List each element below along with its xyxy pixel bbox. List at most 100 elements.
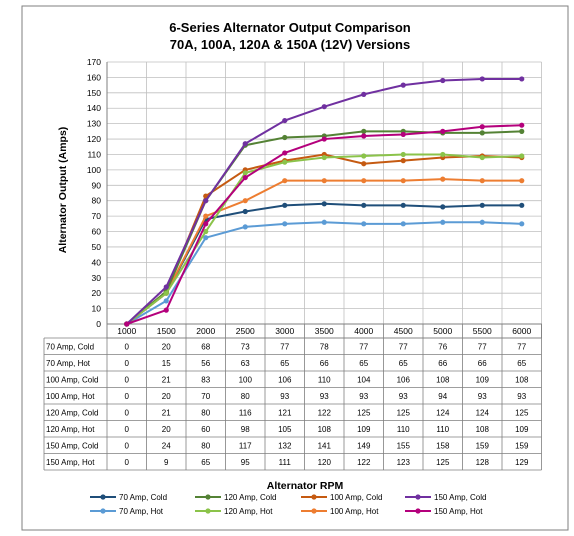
data-point [519,153,525,159]
data-point [203,228,209,235]
data-point [479,202,485,208]
data-point [400,202,406,208]
table-cell: 123 [397,458,411,467]
data-point [479,130,485,136]
table-cell: 122 [357,458,371,467]
y-tick-label: 80 [92,196,102,206]
table-cell: 110 [397,425,410,434]
data-point [519,202,525,208]
legend-item: 150 Amp, Hot [405,507,483,516]
table-cell: 108 [318,425,332,434]
table-cell: 122 [318,409,332,418]
table-cell: 108 [476,425,490,434]
series-100-amp-hot [124,176,525,327]
table-cell: 128 [476,458,490,467]
y-tick-label: 110 [87,149,101,159]
x-tick-label: 2000 [196,326,215,336]
table-cell: 20 [162,343,171,352]
table-cell: 0 [125,442,130,451]
x-tick-label: 1500 [157,326,176,336]
table-cell: 129 [515,458,529,467]
table-cell: 73 [241,343,250,352]
data-point [440,128,446,134]
table-cell: 100 [239,376,253,385]
legend-marker [415,494,421,500]
data-point [479,76,485,82]
x-tick-label: 4000 [354,326,373,336]
table-cell: 0 [125,359,130,368]
table-cell: 111 [279,458,292,467]
table-cell: 65 [399,359,408,368]
data-point [361,128,367,134]
table-cell: 77 [517,343,526,352]
legend-item: 150 Amp, Cold [405,493,486,502]
table-row-label: 150 Amp, Hot [46,458,95,467]
table-cell: 93 [517,392,526,401]
table-cell: 77 [478,343,487,352]
chart-border [21,5,569,531]
table-cell: 125 [436,458,450,467]
chart-title-line2: 70A, 100A, 120A & 150A (12V) Versions [170,37,410,52]
table-cell: 109 [515,425,529,434]
table-cell: 109 [357,425,371,434]
data-point [282,178,288,184]
data-point [282,159,288,165]
data-point [321,104,327,110]
table-cell: 65 [517,359,526,368]
data-point [282,117,288,124]
table-cell: 93 [320,392,329,401]
table-cell: 108 [436,376,450,385]
table-cell: 0 [125,409,130,418]
table-cell: 21 [162,409,171,418]
y-tick-label: 40 [92,257,102,267]
table-cell: 20 [162,425,171,434]
x-tick-label: 5000 [433,326,452,336]
legend-marker [415,508,421,514]
table-cell: 77 [359,343,368,352]
table-cell: 65 [280,359,289,368]
table-cell: 93 [280,392,289,401]
data-point [440,151,446,158]
table-cell: 65 [201,458,210,467]
data-point [321,136,327,142]
table-cell: 93 [399,392,408,401]
data-point [440,204,446,210]
table-cell: 120 [318,458,332,467]
table-cell: 63 [241,359,250,368]
data-point [321,178,327,184]
series-lines [124,76,525,327]
y-tick-label: 160 [87,72,101,82]
table-cell: 98 [241,425,250,434]
table-cell: 124 [436,409,450,418]
legend-marker [100,508,106,514]
table-cell: 155 [397,442,411,451]
legend-label: 100 Amp, Cold [330,493,382,502]
table-row-label: 150 Amp, Cold [46,442,98,451]
table-cell: 158 [436,442,450,451]
y-tick-label: 10 [92,304,102,314]
data-point [400,221,406,227]
y-tick-label: 90 [92,180,102,190]
data-point [124,321,130,327]
data-point [440,77,446,84]
data-point [282,150,288,156]
chart-title-line1: 6-Series Alternator Output Comparison [169,20,411,35]
data-point [163,307,169,313]
table-cell: 77 [280,343,289,352]
legend-label: 150 Amp, Hot [434,507,483,516]
data-point [400,151,406,158]
table-cell: 68 [201,343,210,352]
y-tick-label: 70 [92,211,102,221]
y-tick-label: 60 [92,227,102,237]
data-point [242,170,248,176]
table-cell: 9 [164,458,169,467]
x-tick-label: 2500 [236,326,255,336]
table-cell: 149 [357,442,371,451]
table-cell: 125 [397,409,411,418]
legend-item: 120 Amp, Hot [195,507,273,516]
y-tick-label: 170 [87,57,101,67]
data-point [479,219,485,225]
table-cell: 124 [476,409,490,418]
data-point [361,161,367,167]
